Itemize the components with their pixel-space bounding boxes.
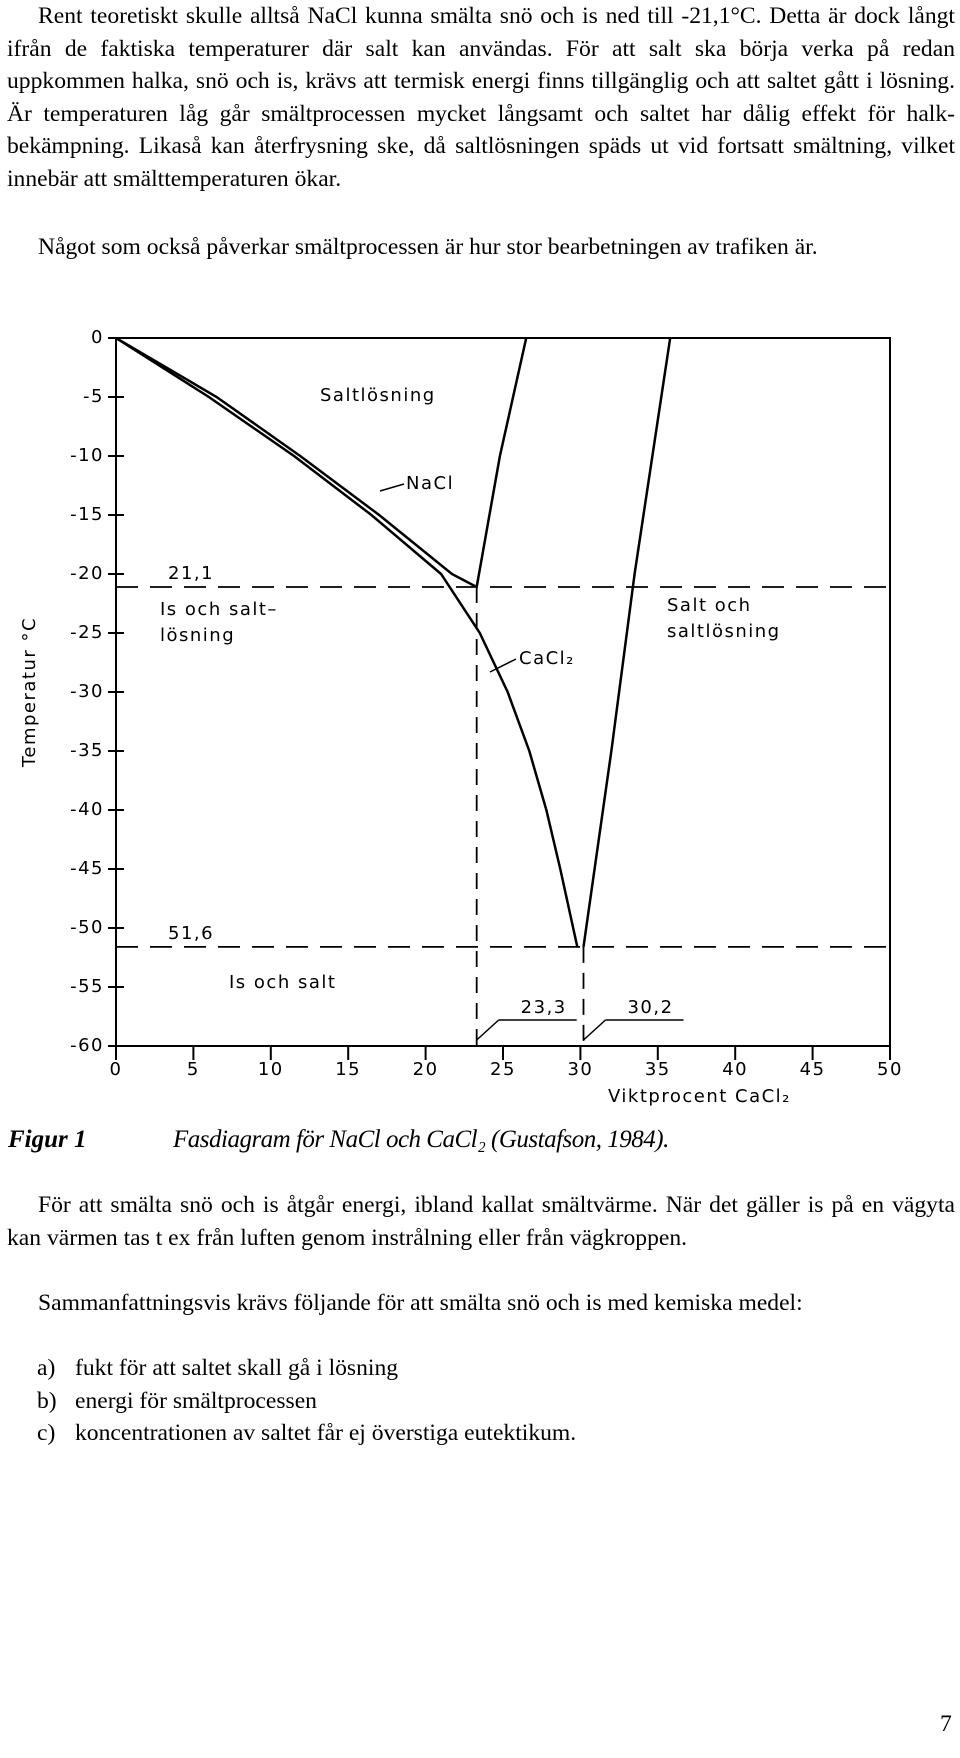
x-tick-label: 40 — [722, 1059, 748, 1080]
annotation: lösning — [160, 625, 235, 646]
y-axis-label: Temperatur °C — [19, 617, 40, 768]
annotation: Saltlösning — [320, 385, 436, 406]
annotation: Is och salt– — [160, 599, 278, 620]
list-marker: b) — [37, 1387, 57, 1414]
list-marker: a) — [37, 1355, 56, 1381]
y-tick-label: -30 — [70, 681, 104, 702]
isotherm-label: 51,6 — [168, 923, 214, 944]
caption-label: Figur 1 — [8, 1126, 87, 1153]
leader-line — [582, 1019, 607, 1041]
paragraph: För att smälta snö och is åtgår energi, … — [7, 1192, 955, 1251]
y-tick-label: -5 — [83, 386, 104, 407]
y-tick-label: -10 — [70, 445, 104, 466]
phase-diagram: Saltlösning NaCl Is och salt– lösning Sa… — [19, 327, 903, 1107]
annotation: Is och salt — [229, 972, 336, 993]
x-tick-label: 25 — [490, 1059, 516, 1080]
y-tick-label: -15 — [70, 504, 104, 525]
leader-line — [489, 658, 517, 673]
list-text: koncentrationen av saltet får ej översti… — [75, 1420, 577, 1447]
x-tick-label: 0 — [110, 1059, 123, 1080]
paragraph: Sammanfattningsvis krävs följande för at… — [38, 1290, 803, 1316]
x-axis-label: Viktprocent CaCl₂ — [608, 1086, 791, 1107]
caption-text: Fasdiagram för NaCl och CaCl₂ (Gustafson… — [173, 1126, 669, 1153]
phase-curve — [475, 337, 528, 588]
y-tick-label: -60 — [70, 1035, 104, 1056]
y-tick-label: -40 — [70, 799, 104, 820]
x-tick-label: 20 — [413, 1059, 439, 1080]
list-text: energi för smältprocessen — [75, 1387, 317, 1414]
list-text: fukt för att saltet skall gå i lösning — [75, 1355, 399, 1381]
x-tick-label: 30 — [567, 1059, 593, 1080]
annotation: saltlösning — [667, 621, 781, 642]
phase-curve — [115, 336, 579, 948]
x-tick-label: 35 — [645, 1059, 671, 1080]
x-tick-label: 50 — [877, 1059, 903, 1080]
isotherm-label: 21,1 — [168, 563, 214, 584]
y-tick-label: -35 — [70, 740, 104, 761]
x-tick-label: 10 — [258, 1059, 284, 1080]
phase-curve — [115, 336, 478, 589]
annotation: NaCl — [406, 473, 454, 494]
page-number: 7 — [940, 1711, 952, 1737]
paragraph: Något som också påverkar smältprocessen … — [38, 234, 818, 260]
y-tick-label: -45 — [70, 858, 104, 879]
list-marker: c) — [37, 1420, 56, 1447]
y-tick-label: -25 — [70, 622, 104, 643]
phase-curve — [582, 337, 672, 948]
leader-line — [379, 483, 405, 492]
x-tick-label: 5 — [187, 1059, 200, 1080]
x-tick-label: 45 — [800, 1059, 826, 1080]
leader-line — [476, 1019, 500, 1041]
annotation: Salt och — [667, 595, 752, 616]
composition-label: 23,3 — [521, 997, 567, 1018]
composition-label: 30,2 — [627, 997, 673, 1018]
y-tick-label: -55 — [70, 976, 104, 997]
annotation: CaCl₂ — [519, 648, 575, 669]
y-tick-label: 0 — [91, 327, 104, 348]
paragraph: Rent teoretiskt skulle alltså NaCl kunna… — [7, 3, 955, 192]
x-tick-label: 15 — [335, 1059, 361, 1080]
y-tick-label: -20 — [70, 563, 104, 584]
y-tick-label: -50 — [70, 917, 104, 938]
